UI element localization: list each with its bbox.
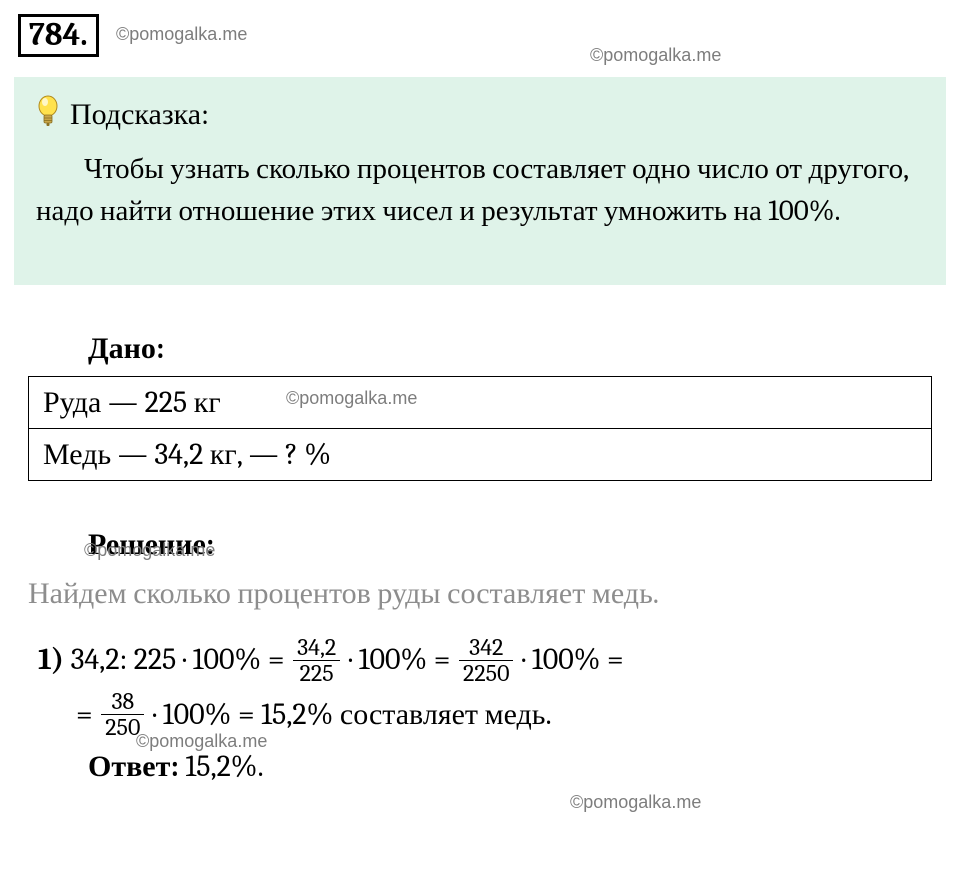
table-row: Руда — 225 кг bbox=[29, 377, 932, 429]
mid2: · 100% = bbox=[522, 642, 624, 677]
problem-number: 784. bbox=[18, 14, 99, 57]
frac3-den: 250 bbox=[101, 715, 144, 740]
hint-title: Подсказка: bbox=[70, 97, 209, 132]
line2-suffix: · 100% = 15,2% составляет медь. bbox=[153, 697, 552, 732]
lightbulb-icon bbox=[36, 95, 60, 133]
answer-value: 15,2%. bbox=[179, 749, 264, 784]
table-row: Медь — 34,2 кг, — ? % bbox=[29, 429, 932, 481]
frac1-num: 34,2 bbox=[293, 635, 340, 661]
solution-line-1: 1) 34,2: 225 · 100% = 34,2 225 · 100% = … bbox=[28, 633, 932, 688]
fraction-3: 38 250 bbox=[101, 689, 144, 740]
frac2-num: 342 bbox=[459, 635, 513, 661]
mid1: · 100% = bbox=[349, 642, 451, 677]
answer-label: Ответ: bbox=[88, 749, 179, 784]
content-area: Дано: Руда — 225 кг Медь — 34,2 кг, — ? … bbox=[0, 331, 960, 783]
fraction-1: 34,2 225 bbox=[293, 635, 340, 686]
header-row: 784. bbox=[0, 0, 960, 65]
step-number: 1) bbox=[38, 642, 64, 677]
fraction-2: 342 2250 bbox=[459, 635, 513, 686]
solution-heading: Решение: bbox=[28, 527, 932, 562]
line2-prefix: = bbox=[76, 697, 93, 732]
given-table: Руда — 225 кг Медь — 34,2 кг, — ? % bbox=[28, 376, 932, 481]
frac1-den: 225 bbox=[293, 661, 340, 686]
solution-line-2: = 38 250 · 100% = 15,2% составляет медь. bbox=[28, 688, 932, 743]
expr-prefix: 34,2: 225 · 100% = bbox=[71, 642, 285, 677]
given-cell-1: Руда — 225 кг bbox=[29, 377, 932, 429]
watermark: ©pomogalka.me bbox=[570, 792, 701, 813]
given-cell-2: Медь — 34,2 кг, — ? % bbox=[29, 429, 932, 481]
hint-box: Подсказка: Чтобы узнать сколько проценто… bbox=[14, 77, 946, 285]
answer-line: Ответ: 15,2%. bbox=[28, 749, 932, 784]
hint-text: Чтобы узнать сколько процентов составляе… bbox=[36, 149, 924, 233]
frac2-den: 2250 bbox=[459, 661, 513, 686]
given-heading: Дано: bbox=[28, 331, 932, 366]
hint-title-row: Подсказка: bbox=[36, 95, 924, 133]
frac3-num: 38 bbox=[101, 689, 144, 715]
solution-intro: Найдем сколько процентов руды составляет… bbox=[28, 576, 932, 611]
